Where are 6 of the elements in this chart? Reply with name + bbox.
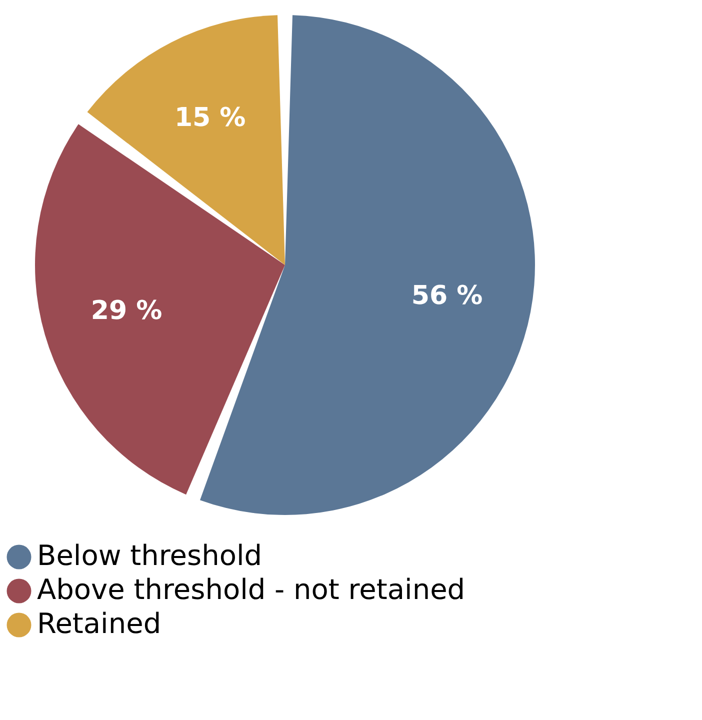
legend-label: Below threshold — [37, 539, 262, 572]
legend-label: Above threshold - not retained — [37, 573, 466, 606]
data-label: 29 % — [90, 296, 162, 326]
data-label: 56 % — [411, 280, 483, 311]
data-label: 15 % — [174, 102, 246, 133]
legend-label: Retained — [37, 607, 162, 640]
